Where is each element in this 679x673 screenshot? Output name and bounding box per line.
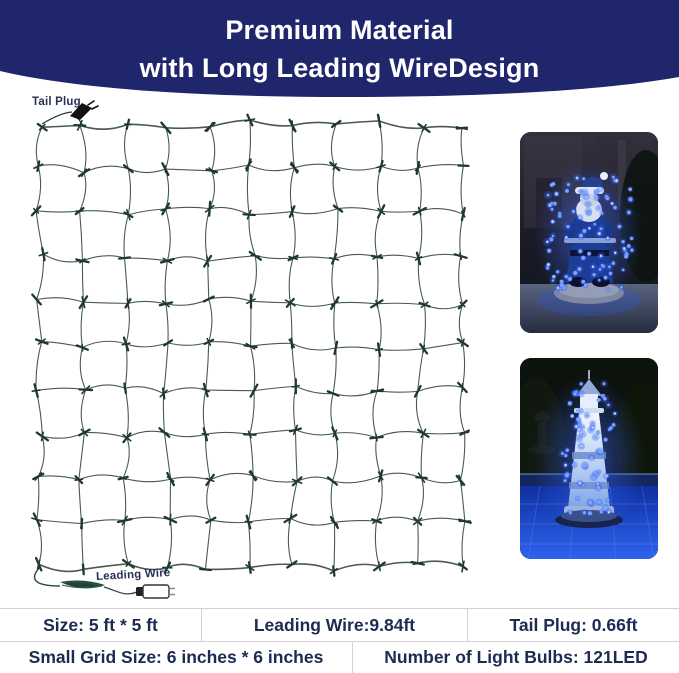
net-grid-wires [30, 113, 472, 577]
spec-table-row-1: Size: 5 ft * 5 ft Leading Wire:9.84ft Ta… [0, 609, 679, 642]
header-banner [0, 0, 679, 97]
tail-plug-icon [41, 100, 99, 128]
photo-lighthouse-blue-net-lights [520, 358, 658, 559]
spec-bulb-count: Number of Light Bulbs: 121LED [384, 647, 648, 667]
photo-santa-blue-net-lights [520, 132, 658, 333]
page-title-line-2: with Long Leading WireDesign [139, 53, 540, 83]
spec-table-row-2: Small Grid Size: 6 inches * 6 inches Num… [0, 642, 679, 673]
spec-grid-size: Small Grid Size: 6 inches * 6 inches [0, 642, 353, 673]
page-title-line-1: Premium Material [225, 15, 454, 45]
spec-table: Size: 5 ft * 5 ft Leading Wire:9.84ft Ta… [0, 608, 679, 673]
spec-size: Size: 5 ft * 5 ft [0, 609, 202, 641]
leading-wire-plug-icon [33, 566, 175, 599]
tail-plug-label: Tail Plug [32, 96, 81, 108]
net-light-diagram [30, 100, 472, 599]
spec-tail-plug: Tail Plug: 0.66ft [509, 614, 638, 635]
header-banner-shape [0, 0, 679, 97]
spec-leading-wire: Leading Wire:9.84ft [202, 609, 468, 641]
